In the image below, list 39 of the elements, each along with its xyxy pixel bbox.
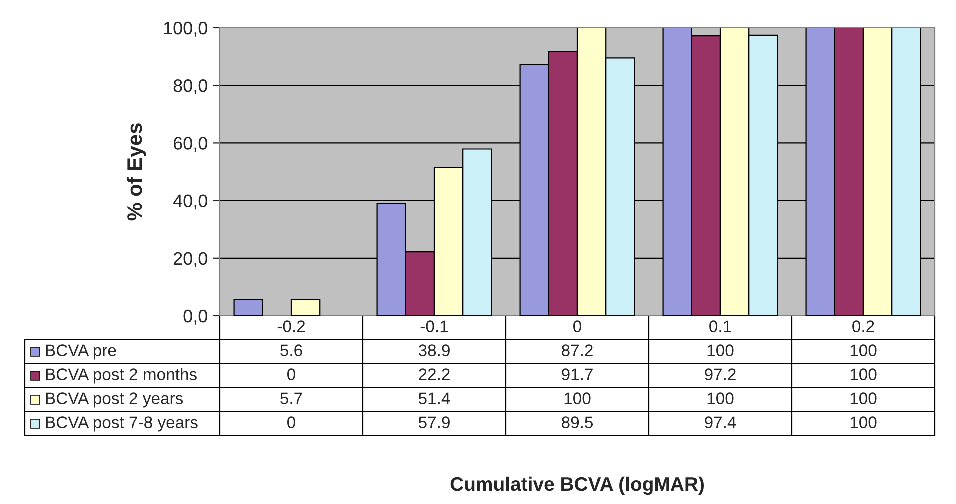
data-label: 87.2 bbox=[562, 344, 593, 356]
y-tick-label: 100,0 bbox=[164, 22, 208, 37]
legend-label: BCVA post 2 years bbox=[46, 392, 184, 408]
x-tick-label: -0.2 bbox=[278, 320, 306, 332]
text: Cumulative BCVA (logMAR) bbox=[450, 476, 704, 496]
data-label: 57.9 bbox=[418, 416, 450, 428]
data-label: 5.6 bbox=[280, 344, 302, 356]
x-tick-label: 0.2 bbox=[852, 320, 874, 332]
y-axis-title: % of Eyes bbox=[126, 124, 146, 221]
data-label: 51.4 bbox=[418, 392, 450, 404]
legend-label: BCVA post 7-8 years bbox=[46, 416, 198, 432]
x-tick-label: 0 bbox=[574, 320, 582, 332]
data-label: 97.2 bbox=[705, 368, 736, 380]
data-label: 22.2 bbox=[419, 368, 450, 380]
data-label: 0 bbox=[288, 416, 296, 428]
data-label: 97.4 bbox=[705, 416, 736, 428]
data-label: 100 bbox=[708, 392, 734, 404]
y-tick-label: 80,0 bbox=[174, 80, 208, 94]
data-label: 100 bbox=[708, 344, 734, 356]
data-label: 0 bbox=[288, 368, 296, 380]
y-tick-label: 0,0 bbox=[184, 310, 208, 325]
data-label: 38.9 bbox=[418, 344, 450, 356]
data-label: 89.5 bbox=[562, 416, 594, 428]
bar bbox=[234, 299, 264, 316]
data-label: 100 bbox=[850, 344, 877, 356]
bar bbox=[290, 299, 321, 316]
legend-label: BCVA pre bbox=[46, 344, 116, 360]
y-tick-label: 40,0 bbox=[173, 194, 208, 210]
data-label: 5.7 bbox=[280, 392, 302, 404]
data-label: 100 bbox=[850, 368, 877, 380]
data-label: 100 bbox=[850, 416, 877, 428]
data-label: 100 bbox=[850, 392, 877, 404]
y-tick-label: 20,0 bbox=[174, 252, 208, 268]
data-label: 100 bbox=[564, 392, 591, 404]
x-tick-label: -0.1 bbox=[420, 320, 448, 332]
data-label: 91.7 bbox=[562, 368, 593, 380]
x-tick-label: 0.1 bbox=[710, 320, 732, 332]
y-tick-label: 60,0 bbox=[174, 137, 208, 152]
legend-label: BCVA post 2 months bbox=[46, 368, 197, 384]
